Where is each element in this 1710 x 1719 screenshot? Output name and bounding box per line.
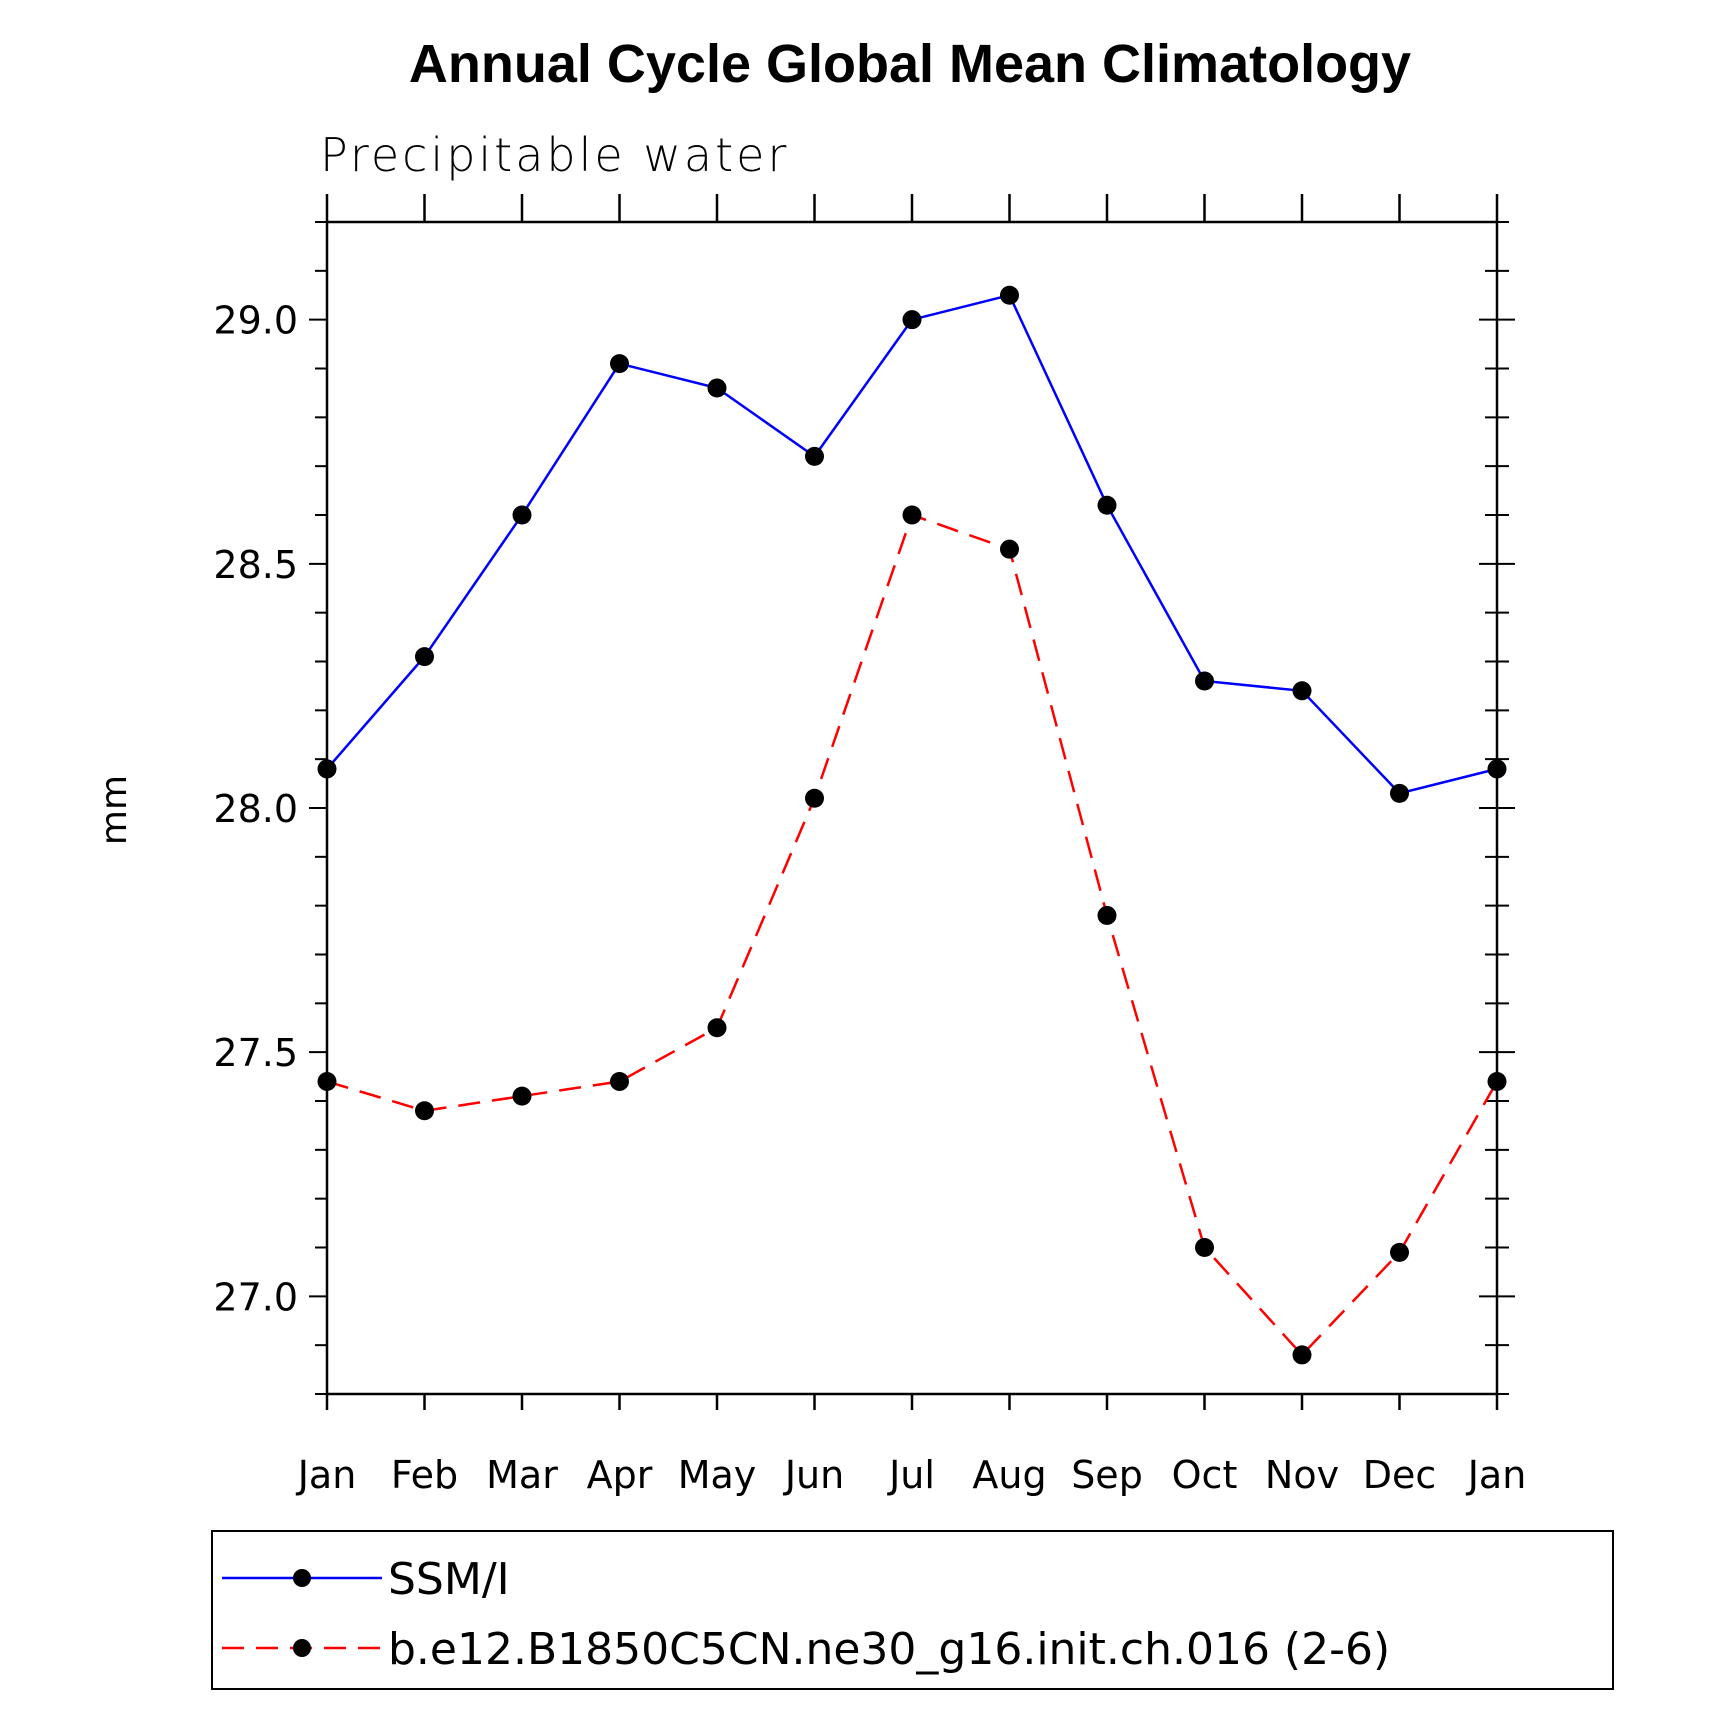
axis-ticks bbox=[309, 194, 1515, 1410]
series-line-2 bbox=[326, 513, 1499, 1357]
plot-frame bbox=[325, 220, 1499, 1396]
data-point bbox=[1487, 1071, 1507, 1091]
data-point bbox=[805, 446, 824, 466]
data-point bbox=[1195, 671, 1214, 691]
data-point bbox=[1000, 539, 1019, 559]
series-points bbox=[317, 285, 1507, 1365]
legend-marker bbox=[293, 1569, 311, 1587]
data-point bbox=[1292, 681, 1312, 701]
data-point bbox=[512, 1086, 532, 1106]
chart-title: Annual Cycle Global Mean Climatology bbox=[409, 34, 1411, 94]
data-point bbox=[1390, 1242, 1409, 1262]
legend-marker bbox=[293, 1639, 311, 1657]
data-point bbox=[512, 505, 532, 525]
series-lines bbox=[326, 293, 1499, 1357]
data-point bbox=[317, 759, 337, 779]
data-point bbox=[1195, 1238, 1214, 1257]
chart-subtitle: Precipitable water bbox=[320, 128, 789, 182]
data-point bbox=[902, 310, 922, 330]
x-tick-label: Sep bbox=[1071, 1453, 1143, 1497]
x-tick-label: Nov bbox=[1265, 1453, 1339, 1497]
data-point bbox=[317, 1071, 337, 1091]
data-point bbox=[415, 647, 434, 667]
data-point bbox=[1097, 905, 1117, 925]
data-point bbox=[610, 354, 629, 374]
data-point bbox=[610, 1071, 629, 1091]
x-tick-label: Jan bbox=[296, 1453, 357, 1497]
y-tick-label: 27.5 bbox=[213, 1031, 298, 1075]
data-point bbox=[707, 378, 727, 398]
legend: SSM/I b.e12.B1850C5CN.ne30_g16.init.ch.01… bbox=[211, 1530, 1614, 1690]
y-tick-labels: 27.0 27.5 28.0 28.5 29.0 bbox=[213, 299, 298, 1320]
x-tick-label: Mar bbox=[486, 1453, 558, 1497]
legend-box bbox=[211, 1530, 1614, 1690]
data-point bbox=[1097, 495, 1117, 515]
x-tick-label: May bbox=[678, 1453, 757, 1497]
data-point bbox=[415, 1101, 434, 1121]
x-tick-label: Dec bbox=[1363, 1453, 1437, 1497]
y-axis-label: mm bbox=[94, 775, 135, 845]
x-tick-label: Oct bbox=[1172, 1453, 1238, 1497]
data-point bbox=[1292, 1345, 1312, 1365]
data-point bbox=[707, 1018, 727, 1038]
x-tick-label: Feb bbox=[391, 1453, 458, 1497]
legend-label: b.e12.B1850C5CN.ne30_g16.init.ch.016 (2-… bbox=[388, 1624, 1390, 1675]
data-point bbox=[1390, 783, 1409, 803]
data-point bbox=[1000, 285, 1019, 305]
y-tick-label: 27.0 bbox=[213, 1275, 298, 1319]
data-point bbox=[805, 788, 824, 808]
data-point bbox=[902, 505, 922, 525]
data-point bbox=[1487, 759, 1507, 779]
x-tick-label: Jul bbox=[887, 1453, 935, 1497]
x-tick-labels: Jan Feb Mar Apr May Jun Jul Aug Sep Oct Nov Dec Jan bbox=[296, 1453, 1527, 1497]
x-tick-label: Jan bbox=[1466, 1453, 1527, 1497]
x-tick-label: Apr bbox=[587, 1453, 653, 1497]
legend-label: SSM/I bbox=[388, 1554, 510, 1605]
y-tick-label: 28.5 bbox=[213, 543, 298, 587]
y-tick-label: 28.0 bbox=[213, 787, 298, 831]
x-tick-label: Jun bbox=[783, 1453, 844, 1497]
x-tick-label: Aug bbox=[972, 1453, 1046, 1497]
y-tick-label: 29.0 bbox=[213, 299, 298, 343]
legend-items: SSM/I b.e12.B1850C5CN.ne30_g16.init.ch.01… bbox=[222, 1554, 1390, 1675]
series-line-1 bbox=[326, 293, 1498, 795]
